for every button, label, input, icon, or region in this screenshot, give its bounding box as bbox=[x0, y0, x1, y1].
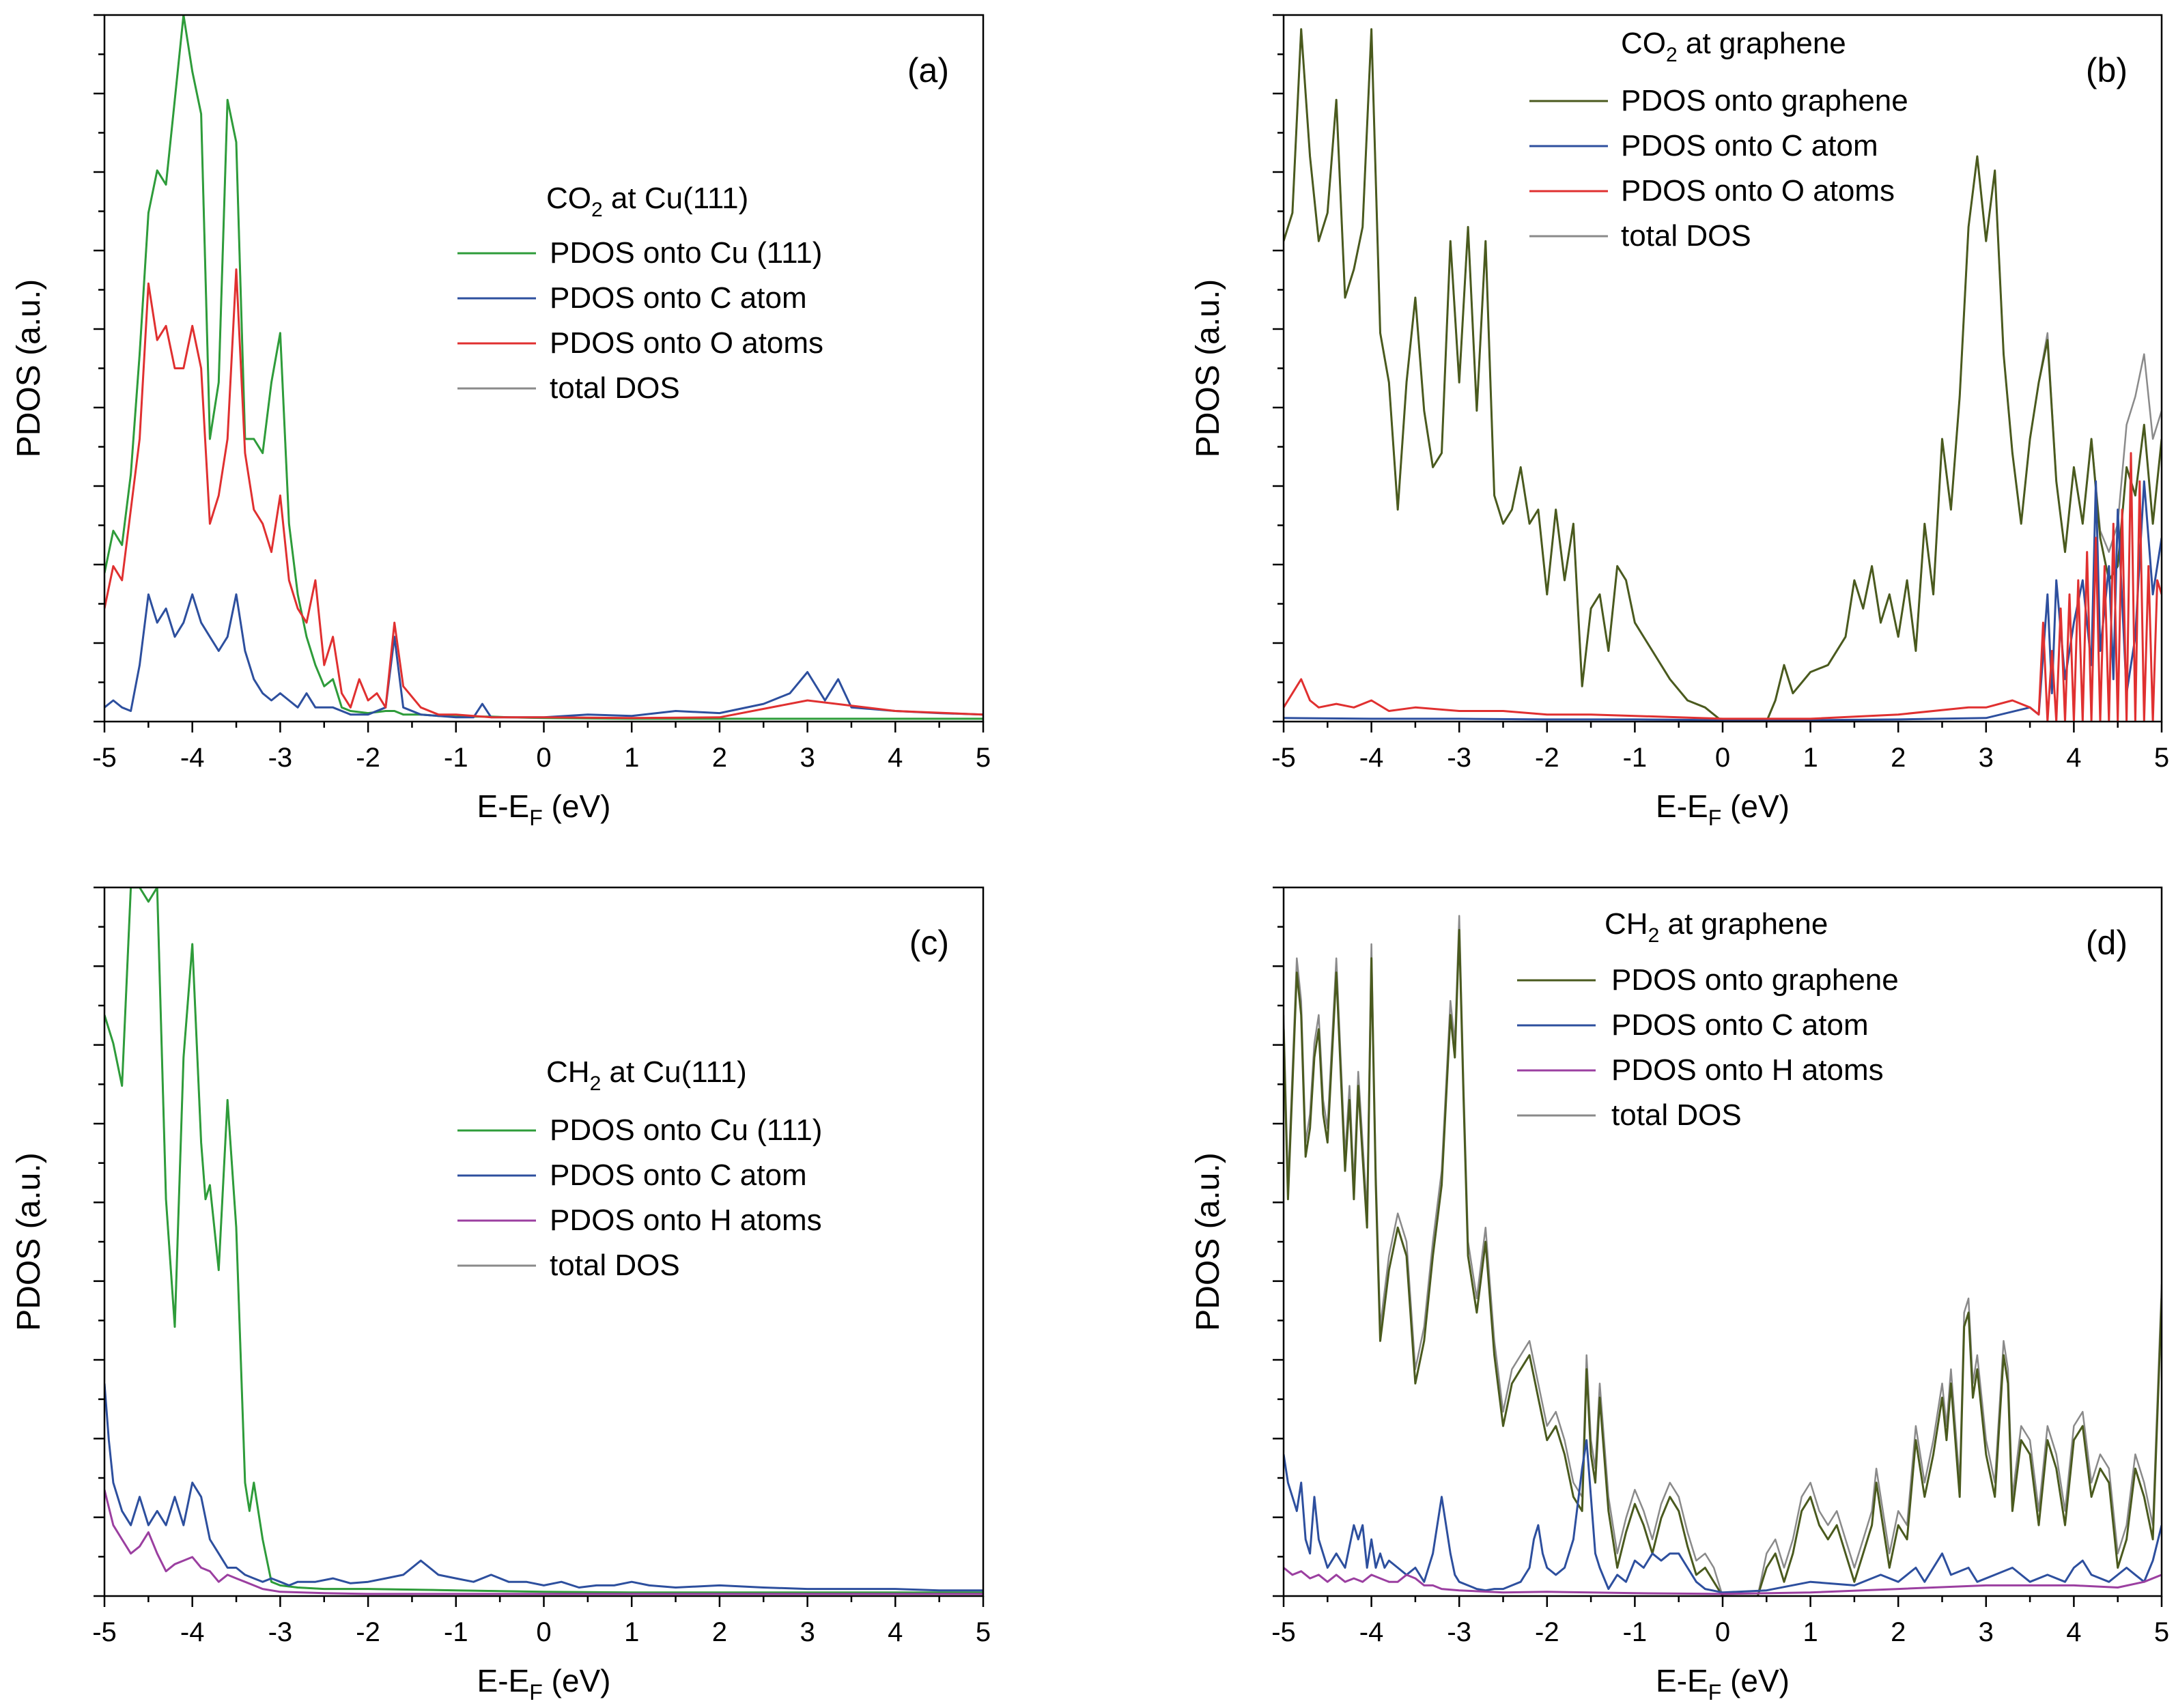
legend-entry: PDOS onto graphene bbox=[1611, 963, 1899, 997]
x-tick-label: -3 bbox=[268, 1617, 293, 1647]
panel-label: (a) bbox=[907, 51, 949, 89]
x-tick-label: 5 bbox=[976, 743, 991, 773]
x-tick-label: 0 bbox=[1715, 1617, 1730, 1647]
x-tick-label: 3 bbox=[1979, 743, 1994, 773]
series-line-pdos-onto-c-atom bbox=[104, 1383, 983, 1592]
x-tick-label: -4 bbox=[1359, 743, 1384, 773]
x-tick-label: 5 bbox=[2154, 1617, 2169, 1647]
y-axis-label: PDOS (a.u.) bbox=[11, 1152, 47, 1330]
panel-label: (d) bbox=[2086, 924, 2128, 962]
legend-entry: PDOS onto Cu (111) bbox=[550, 236, 822, 270]
legend-entry: PDOS onto C atom bbox=[550, 1158, 807, 1192]
y-axis-label: PDOS (a.u.) bbox=[1190, 1152, 1226, 1330]
x-tick-label: 2 bbox=[1891, 743, 1906, 773]
x-tick-label: 4 bbox=[2066, 1617, 2081, 1647]
legend-title: CH2 at Cu(111) bbox=[546, 1055, 747, 1095]
series-line-total-dos bbox=[104, 15, 983, 720]
series-line-pdos-onto-graphene bbox=[1284, 28, 2162, 722]
x-tick-label: 0 bbox=[1715, 743, 1730, 773]
x-tick-label: 0 bbox=[536, 743, 551, 773]
x-tick-label: 3 bbox=[1979, 1617, 1994, 1647]
x-tick-label: 4 bbox=[2066, 743, 2081, 773]
x-tick-label: -2 bbox=[1535, 1617, 1559, 1647]
legend-entry: PDOS onto graphene bbox=[1621, 84, 1908, 117]
x-tick-label: 1 bbox=[624, 743, 639, 773]
x-tick-label: 5 bbox=[2154, 743, 2169, 773]
legend-entry: PDOS onto C atom bbox=[1621, 129, 1878, 162]
series-line-pdos-onto-c-atom bbox=[1284, 480, 2162, 722]
x-tick-label: -1 bbox=[444, 743, 468, 773]
series-line-pdos-onto-cu-111- bbox=[104, 887, 983, 1594]
x-tick-label: -2 bbox=[1535, 743, 1559, 773]
x-tick-label: -2 bbox=[356, 743, 380, 773]
legend-entry: total DOS bbox=[550, 371, 680, 405]
x-tick-label: 5 bbox=[976, 1617, 991, 1647]
plot-frame bbox=[103, 14, 985, 723]
legend-title: CO2 at Cu(111) bbox=[546, 182, 748, 221]
x-tick-label: -3 bbox=[268, 743, 293, 773]
series-line-pdos-onto-o-atoms bbox=[104, 268, 983, 720]
x-tick-label: -3 bbox=[1447, 1617, 1471, 1647]
legend-entry: total DOS bbox=[1611, 1098, 1742, 1132]
x-tick-label: 2 bbox=[712, 743, 727, 773]
x-axis-label: E-EF (eV) bbox=[477, 1663, 611, 1705]
legend-entry: total DOS bbox=[550, 1249, 680, 1282]
x-tick-label: -5 bbox=[1271, 743, 1296, 773]
x-tick-label: -1 bbox=[1623, 1617, 1648, 1647]
legend-entry: PDOS onto O atoms bbox=[550, 326, 823, 360]
x-tick-label: -2 bbox=[356, 1617, 380, 1647]
x-tick-label: -5 bbox=[92, 1617, 117, 1647]
series-line-pdos-onto-cu-111- bbox=[104, 15, 983, 720]
x-axis-label: E-EF (eV) bbox=[1656, 1663, 1790, 1705]
x-axis-label: E-EF (eV) bbox=[1656, 788, 1790, 830]
panel-1: -5 -4 -3 -2 -1 0 1 2 3 4 5 E-EF (eV) PDOS (a.u.) (b) C… bbox=[1190, 14, 2169, 830]
series-line-pdos-onto-c-atom bbox=[1284, 1439, 2162, 1594]
legend-entry: PDOS onto Cu (111) bbox=[550, 1113, 822, 1147]
y-axis-label: PDOS (a.u.) bbox=[11, 279, 47, 457]
x-tick-label: -4 bbox=[180, 1617, 205, 1647]
legend-title: CH2 at graphene bbox=[1605, 907, 1828, 947]
x-tick-label: 0 bbox=[536, 1617, 551, 1647]
series-line-pdos-onto-o-atoms bbox=[1284, 452, 2162, 722]
x-tick-label: 3 bbox=[800, 743, 815, 773]
legend-entry: PDOS onto H atoms bbox=[550, 1204, 822, 1237]
x-axis-label: E-EF (eV) bbox=[477, 788, 611, 830]
x-tick-label: 2 bbox=[1891, 1617, 1906, 1647]
x-tick-label: -1 bbox=[444, 1617, 468, 1647]
x-tick-label: 1 bbox=[624, 1617, 639, 1647]
x-tick-label: -4 bbox=[180, 743, 205, 773]
panel-label: (c) bbox=[909, 924, 949, 962]
x-tick-label: -4 bbox=[1359, 1617, 1384, 1647]
x-tick-label: 1 bbox=[1803, 1617, 1818, 1647]
series-line-pdos-onto-c-atom bbox=[104, 593, 983, 719]
legend-entry: PDOS onto C atom bbox=[1611, 1008, 1869, 1042]
series-line-pdos-onto-h-atoms bbox=[104, 1489, 983, 1595]
legend-title: CO2 at graphene bbox=[1621, 27, 1846, 66]
x-tick-label: 3 bbox=[800, 1617, 815, 1647]
x-tick-label: 2 bbox=[712, 1617, 727, 1647]
series-line-pdos-onto-graphene bbox=[1284, 928, 2162, 1596]
x-tick-label: -1 bbox=[1623, 743, 1648, 773]
panel-label: (b) bbox=[2086, 51, 2128, 89]
legend-entry: total DOS bbox=[1621, 219, 1751, 253]
panel-0: -5 -4 -3 -2 -1 0 1 2 3 4 5 E-EF (eV) PDOS (a.u.) (a) C… bbox=[11, 14, 991, 830]
legend-entry: PDOS onto H atoms bbox=[1611, 1053, 1884, 1087]
x-tick-label: -5 bbox=[92, 743, 117, 773]
series-line-pdos-onto-h-atoms bbox=[1284, 1567, 2162, 1595]
x-tick-label: -3 bbox=[1447, 743, 1471, 773]
legend-entry: PDOS onto C atom bbox=[550, 281, 807, 315]
x-tick-label: 1 bbox=[1803, 743, 1818, 773]
panel-3: -5 -4 -3 -2 -1 0 1 2 3 4 5 E-EF (eV) PDOS (a.u.) (d) C… bbox=[1190, 886, 2169, 1705]
x-tick-label: 4 bbox=[888, 1617, 903, 1647]
y-axis-label: PDOS (a.u.) bbox=[1190, 279, 1226, 457]
panel-2: -5 -4 -3 -2 -1 0 1 2 3 4 5 E-EF (eV) PDOS (a.u.) (c) C… bbox=[11, 886, 991, 1705]
legend-entry: PDOS onto O atoms bbox=[1621, 174, 1895, 208]
x-tick-label: 4 bbox=[888, 743, 903, 773]
plot-frame bbox=[1282, 14, 2163, 723]
x-tick-label: -5 bbox=[1271, 1617, 1296, 1647]
